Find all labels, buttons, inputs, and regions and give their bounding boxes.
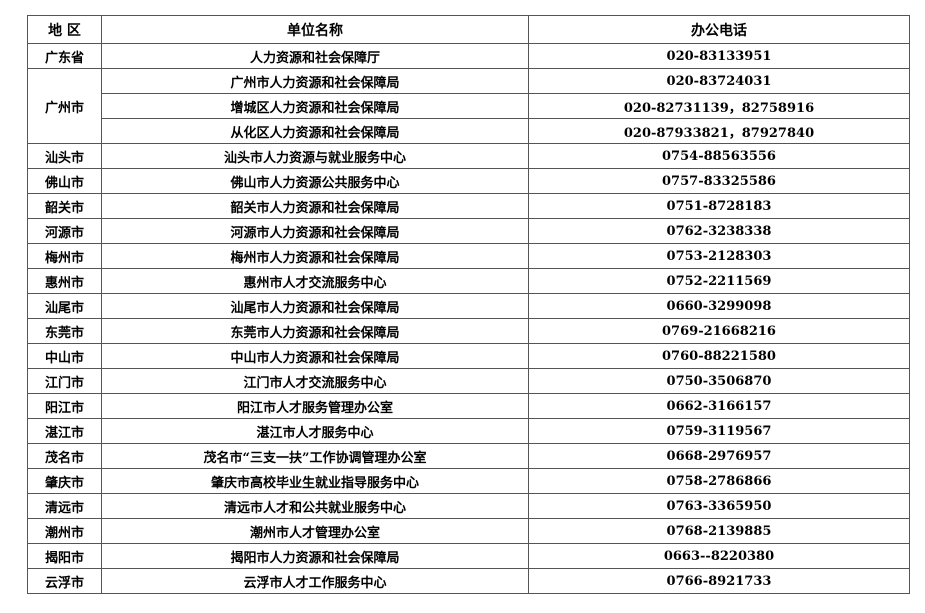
cell-unit: 茂名市“三支一扶”工作协调管理办公室	[101, 443, 529, 469]
cell-phone: 020-83724031	[528, 68, 910, 94]
cell-phone: 0757-83325586	[528, 168, 910, 194]
cell-phone: 0754-88563556	[528, 143, 910, 169]
cell-phone: 0769-21668216	[528, 318, 910, 344]
cell-region: 广州市	[27, 68, 102, 144]
cell-phone: 0760-88221580	[528, 343, 910, 369]
header-region: 地 区	[27, 15, 102, 44]
cell-phone: 0768-2139885	[528, 518, 910, 544]
table-row: 揭阳市 揭阳市人力资源和社会保障局 0663--8220380	[27, 543, 910, 569]
table-row: 从化区人力资源和社会保障局 020-87933821，87927840	[28, 118, 910, 144]
cell-unit: 从化区人力资源和社会保障局	[101, 118, 529, 144]
table-row: 中山市 中山市人力资源和社会保障局 0760-88221580	[27, 343, 910, 369]
cell-unit: 佛山市人力资源公共服务中心	[101, 168, 529, 194]
cell-phone: 0753-2128303	[528, 243, 910, 269]
table-row: 河源市 河源市人力资源和社会保障局 0762-3238338	[27, 218, 910, 244]
table-row: 惠州市 惠州市人才交流服务中心 0752-2211569	[27, 268, 910, 294]
table-row: 云浮市 云浮市人才工作服务中心 0766-8921733	[27, 568, 910, 594]
cell-unit: 增城区人力资源和社会保障局	[101, 93, 529, 119]
header-row: 地 区 单位名称 办公电话	[27, 15, 910, 44]
cell-phone: 0758-2786866	[528, 468, 910, 494]
cell-unit: 江门市人才交流服务中心	[101, 368, 529, 394]
cell-phone: 0668-2976957	[528, 443, 910, 469]
cell-region: 汕尾市	[27, 293, 102, 319]
cell-phone: 0762-3238338	[528, 218, 910, 244]
table-row: 广东省 人力资源和社会保障厅 020-83133951	[27, 43, 910, 69]
cell-region: 汕头市	[27, 143, 102, 169]
cell-phone: 0751-8728183	[528, 193, 910, 219]
cell-region: 广东省	[27, 43, 102, 69]
cell-region: 阳江市	[27, 393, 102, 419]
cell-region: 揭阳市	[27, 543, 102, 569]
table-row: 潮州市 潮州市人才管理办公室 0768-2139885	[27, 518, 910, 544]
table-row: 东莞市 东莞市人力资源和社会保障局 0769-21668216	[27, 318, 910, 344]
table-row: 湛江市 湛江市人才服务中心 0759-3119567	[27, 418, 910, 444]
header-phone: 办公电话	[528, 15, 910, 44]
table-row: 茂名市 茂名市“三支一扶”工作协调管理办公室 0668-2976957	[27, 443, 910, 469]
header-unit: 单位名称	[101, 15, 529, 44]
cell-phone: 0766-8921733	[528, 568, 910, 594]
cell-phone: 0759-3119567	[528, 418, 910, 444]
table-row: 佛山市 佛山市人力资源公共服务中心 0757-83325586	[27, 168, 910, 194]
table-row: 梅州市 梅州市人力资源和社会保障局 0753-2128303	[27, 243, 910, 269]
cell-region: 茂名市	[27, 443, 102, 469]
cell-phone: 0750-3506870	[528, 368, 910, 394]
cell-region: 清远市	[27, 493, 102, 519]
cell-phone: 020-87933821，87927840	[528, 118, 910, 144]
cell-unit: 湛江市人才服务中心	[101, 418, 529, 444]
cell-region: 东莞市	[27, 318, 102, 344]
cell-unit: 梅州市人力资源和社会保障局	[101, 243, 529, 269]
cell-phone: 0660-3299098	[528, 293, 910, 319]
cell-phone: 0763-3365950	[528, 493, 910, 519]
cell-unit: 肇庆市高校毕业生就业指导服务中心	[101, 468, 529, 494]
cell-unit: 惠州市人才交流服务中心	[101, 268, 529, 294]
cell-phone: 020-83133951	[528, 43, 910, 69]
cell-region: 湛江市	[27, 418, 102, 444]
cell-region: 江门市	[27, 368, 102, 394]
cell-unit: 潮州市人才管理办公室	[101, 518, 529, 544]
cell-unit: 揭阳市人力资源和社会保障局	[101, 543, 529, 569]
cell-region: 梅州市	[27, 243, 102, 269]
cell-region: 河源市	[27, 218, 102, 244]
table-row: 韶关市 韶关市人力资源和社会保障局 0751-8728183	[27, 193, 910, 219]
cell-unit: 韶关市人力资源和社会保障局	[101, 193, 529, 219]
contact-table: 地 区 单位名称 办公电话 广东省 人力资源和社会保障厅 020-83133951 广…	[27, 15, 910, 594]
table-row: 增城区人力资源和社会保障局 020-82731139，82758916	[28, 93, 910, 119]
cell-region: 潮州市	[27, 518, 102, 544]
cell-region: 韶关市	[27, 193, 102, 219]
cell-region: 中山市	[27, 343, 102, 369]
cell-unit: 清远市人才和公共就业服务中心	[101, 493, 529, 519]
table-row: 汕头市 汕头市人力资源与就业服务中心 0754-88563556	[27, 143, 910, 169]
table-row: 肇庆市 肇庆市高校毕业生就业指导服务中心 0758-2786866	[27, 468, 910, 494]
cell-unit: 云浮市人才工作服务中心	[101, 568, 529, 594]
cell-unit: 中山市人力资源和社会保障局	[101, 343, 529, 369]
cell-region: 云浮市	[27, 568, 102, 594]
table-row: 江门市 江门市人才交流服务中心 0750-3506870	[27, 368, 910, 394]
cell-unit: 东莞市人力资源和社会保障局	[101, 318, 529, 344]
cell-phone: 020-82731139，82758916	[528, 93, 910, 119]
cell-phone: 0663--8220380	[528, 543, 910, 569]
cell-unit: 阳江市人才服务管理办公室	[101, 393, 529, 419]
cell-region: 惠州市	[27, 268, 102, 294]
table-body: 广东省 人力资源和社会保障厅 020-83133951 广州市 广州市人力资源和社会保障…	[27, 43, 910, 594]
table-row: 阳江市 阳江市人才服务管理办公室 0662-3166157	[27, 393, 910, 419]
cell-region: 佛山市	[27, 168, 102, 194]
cell-unit: 汕尾市人力资源和社会保障局	[101, 293, 529, 319]
cell-region: 肇庆市	[27, 468, 102, 494]
table-row: 广州市 广州市人力资源和社会保障局 020-83724031	[27, 68, 910, 144]
cell-phone: 0752-2211569	[528, 268, 910, 294]
cell-unit: 人力资源和社会保障厅	[101, 43, 529, 69]
cell-unit: 河源市人力资源和社会保障局	[101, 218, 529, 244]
cell-unit: 广州市人力资源和社会保障局	[101, 68, 529, 94]
cell-phone: 0662-3166157	[528, 393, 910, 419]
table-row: 汕尾市 汕尾市人力资源和社会保障局 0660-3299098	[27, 293, 910, 319]
cell-unit: 汕头市人力资源与就业服务中心	[101, 143, 529, 169]
table-row: 清远市 清远市人才和公共就业服务中心 0763-3365950	[27, 493, 910, 519]
